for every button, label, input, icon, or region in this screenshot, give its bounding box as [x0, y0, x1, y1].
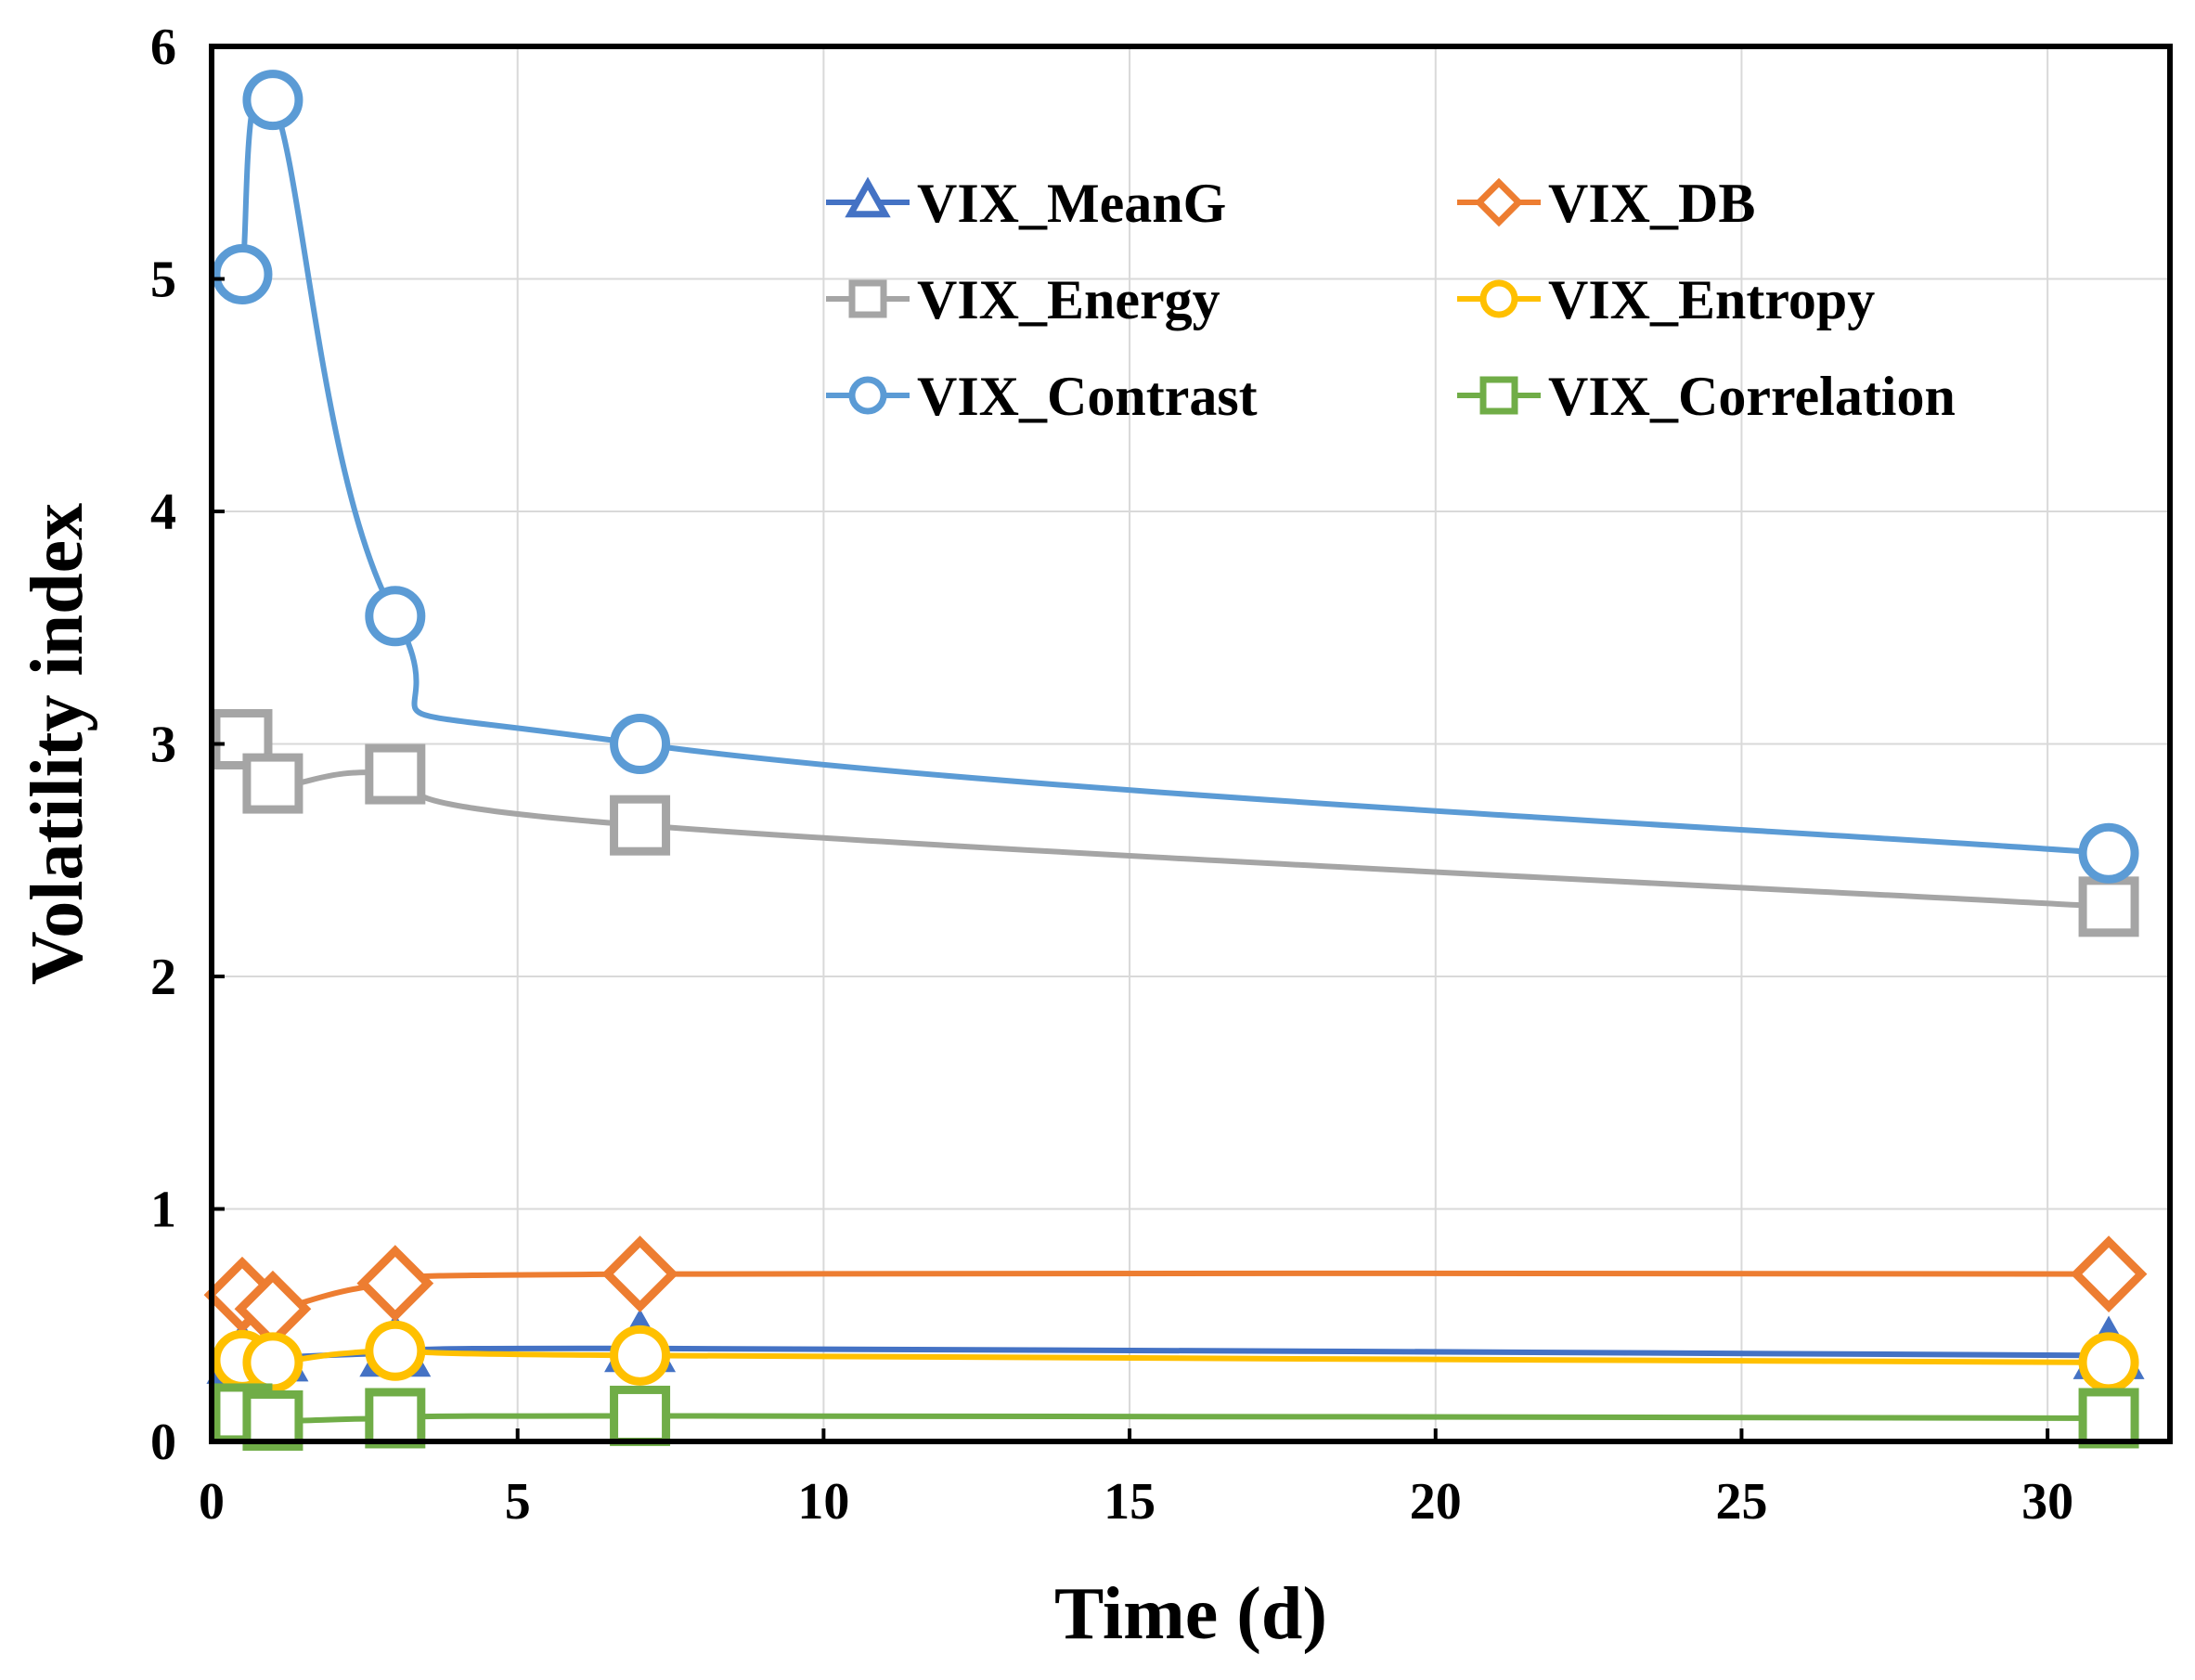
- series-line-vix_entropy: [241, 1347, 2110, 1366]
- legend-marker-vix_entropy: [1479, 279, 1518, 318]
- data-point-vix_db: [601, 1235, 678, 1313]
- data-point-vix_entropy: [2078, 1332, 2139, 1393]
- y-tick-label: 4: [150, 484, 176, 541]
- legend-marker-vix_meang: [845, 176, 891, 218]
- data-point-vix_contrast: [2078, 822, 2139, 884]
- data-point-vix_entropy: [242, 1332, 303, 1393]
- x-tick-label: 20: [1410, 1473, 1462, 1531]
- data-point-vix_db: [356, 1245, 434, 1323]
- data-point-vix_entropy: [365, 1320, 426, 1381]
- y-tick-label: 6: [150, 19, 176, 76]
- x-tick-label: 0: [199, 1473, 225, 1531]
- series-line-vix_correlation: [240, 1411, 2110, 1424]
- legend-marker-vix_correlation: [1479, 376, 1518, 415]
- legend-label-vix_meang: VIX_MeanG: [917, 173, 1226, 234]
- axis-ticks: 0 5 10 15 20 25 30 0 1 2 3 4 5 6: [150, 19, 2073, 1531]
- data-point-vix_db: [2070, 1235, 2148, 1313]
- data-point-vix_energy: [242, 753, 303, 814]
- series-line-vix_db: [240, 1270, 2110, 1312]
- data-point-vix_energy: [2078, 876, 2139, 937]
- legend-label-vix_entropy: VIX_Entropy: [1548, 269, 1875, 330]
- legend-marker-vix_energy: [848, 279, 887, 318]
- x-tick-label: 30: [2021, 1473, 2073, 1531]
- y-tick-label: 5: [150, 252, 176, 309]
- y-tick-label: 1: [150, 1182, 176, 1239]
- data-point-vix_energy: [365, 743, 426, 805]
- x-axis-title: Time (d): [1054, 1573, 1327, 1655]
- x-tick-label: 15: [1104, 1473, 1156, 1531]
- data-point-vix_energy: [610, 795, 671, 856]
- y-tick-label: 0: [150, 1414, 176, 1471]
- legend: VIX_MeanG VIX_DB VIX_Energy VIX_Entropy VIX_…: [826, 173, 1956, 427]
- x-tick-label: 5: [505, 1473, 531, 1531]
- legend-marker-vix_contrast: [848, 376, 887, 415]
- legend-label-vix_correlation: VIX_Correlation: [1548, 366, 1956, 427]
- x-tick-label: 25: [1715, 1473, 1767, 1531]
- data-point-vix_contrast: [242, 70, 303, 131]
- legend-marker-vix_db: [1474, 177, 1524, 227]
- y-tick-label: 3: [150, 717, 176, 774]
- data-point-vix_contrast: [212, 243, 273, 304]
- data-point-vix_contrast: [365, 586, 426, 647]
- data-point-vix_correlation: [365, 1388, 426, 1449]
- legend-label-vix_energy: VIX_Energy: [917, 269, 1220, 330]
- data-point-vix_correlation: [610, 1385, 671, 1446]
- y-axis-title: Volatility index: [17, 503, 98, 985]
- y-tick-label: 2: [150, 949, 176, 1006]
- data-point-vix_correlation: [242, 1389, 303, 1451]
- data-point-vix_entropy: [610, 1325, 671, 1386]
- x-tick-label: 10: [797, 1473, 849, 1531]
- legend-label-vix_contrast: VIX_Contrast: [917, 366, 1258, 427]
- data-point-vix_contrast: [610, 714, 671, 774]
- data-point-vix_correlation: [2078, 1388, 2139, 1449]
- legend-label-vix_db: VIX_DB: [1548, 173, 1755, 234]
